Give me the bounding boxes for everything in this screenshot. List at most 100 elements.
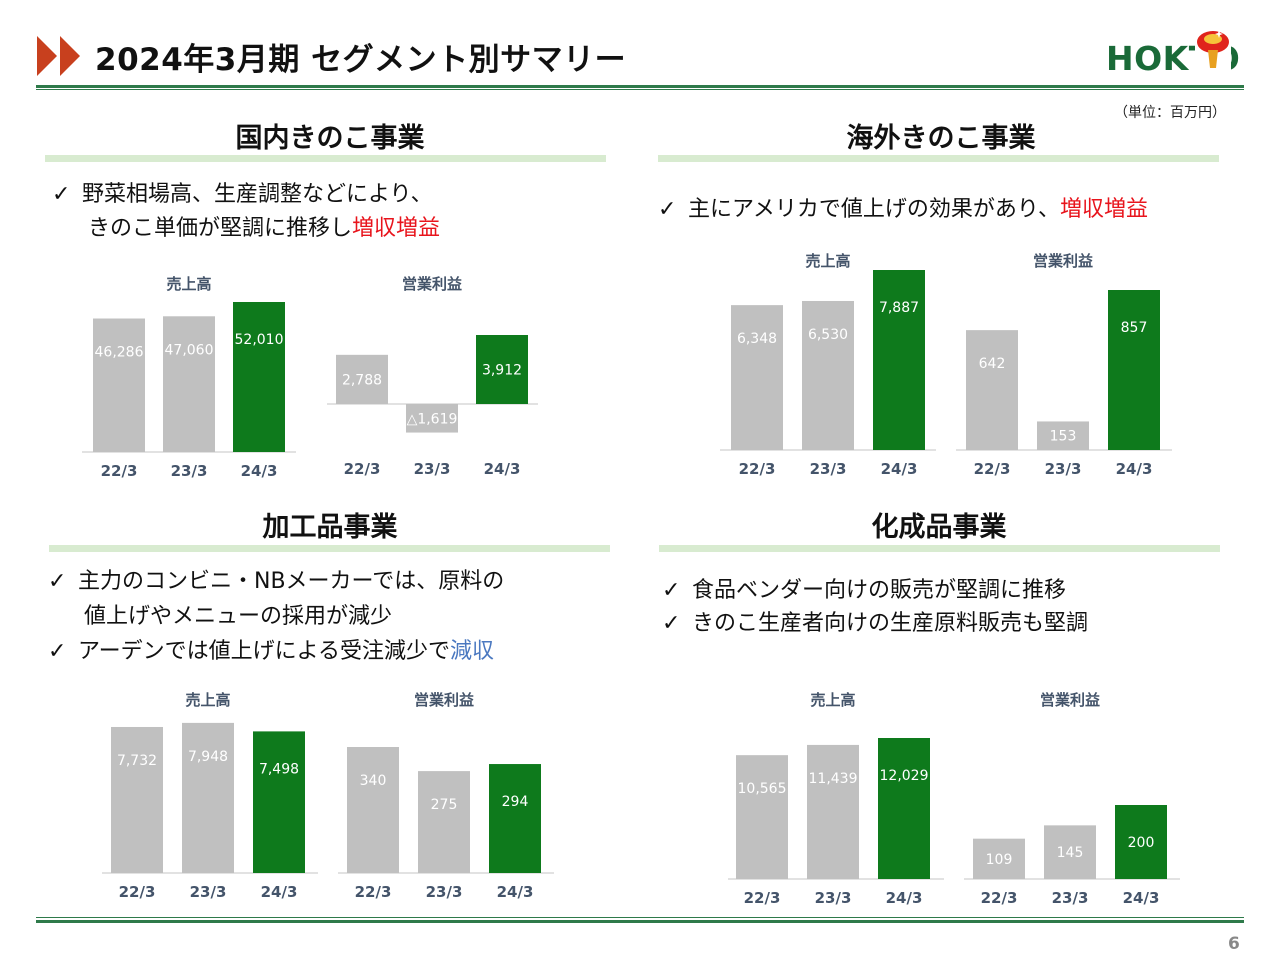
- highlight-text: 増収増益: [352, 216, 441, 241]
- bullet-chemical-2: ✓ きのこ生産者向けの生産原料販売も堅調: [662, 607, 1088, 640]
- check-icon: ✓: [48, 569, 67, 594]
- hokto-logo: HOKTO: [1102, 26, 1244, 78]
- bar-22-3: [973, 838, 1025, 879]
- data-label: 7,498: [259, 761, 299, 777]
- bar-24-3: [253, 731, 305, 873]
- bar-23-3: [163, 316, 215, 452]
- segment-divider: [45, 155, 606, 162]
- data-label: △1,619: [407, 411, 458, 427]
- bar-23-3: [1044, 825, 1096, 879]
- category-label: 23/3: [1052, 889, 1089, 907]
- bar-23-3: [418, 771, 470, 873]
- category-label: 23/3: [426, 883, 463, 901]
- segment-title-overseas: 海外きのこ事業: [846, 123, 1036, 154]
- category-label: 22/3: [119, 883, 156, 901]
- category-label: 23/3: [171, 462, 208, 480]
- chart-chemical-profit: 営業利益 109 22/3 145 23/3 200 24/3: [964, 691, 1180, 907]
- bullet-text: きのこ単価が堅調に推移し: [88, 216, 353, 241]
- data-label: 340: [360, 773, 387, 789]
- check-icon: ✓: [662, 611, 681, 636]
- data-label: 11,439: [809, 771, 858, 787]
- bar-23-3: [802, 300, 854, 450]
- segment-title-processed: 加工品事業: [262, 512, 398, 543]
- segment-title-chemical: 化成品事業: [871, 512, 1007, 543]
- category-label: 23/3: [1045, 460, 1082, 478]
- bullet-processed-2: 値上げやメニューの採用が減少: [48, 600, 392, 633]
- bar-24-3: [233, 302, 285, 452]
- chart-domestic-profit: 営業利益 2,788 22/3 △1,619 23/3 3,912 24/3: [327, 275, 538, 478]
- check-icon: ✓: [52, 182, 71, 207]
- data-label: 12,029: [880, 768, 929, 784]
- bullet-text: きのこ生産者向けの生産原料販売も堅調: [692, 611, 1089, 636]
- data-label: 10,565: [738, 781, 787, 797]
- bar-23-3: [182, 722, 234, 873]
- category-label: 22/3: [344, 460, 381, 478]
- category-label: 23/3: [810, 460, 847, 478]
- bullet-text: 主にアメリカで値上げの効果があり、: [688, 197, 1061, 222]
- category-label: 23/3: [414, 460, 451, 478]
- segment-divider: [49, 545, 610, 552]
- check-icon: ✓: [662, 578, 681, 603]
- bullet-text: 値上げやメニューの採用が減少: [84, 604, 393, 629]
- chart-overseas-sales: 売上高 6,348 22/3 6,530 23/3 7,887 24/3: [720, 252, 936, 478]
- bullet-text: 野菜相場高、生産調整などにより、: [82, 182, 433, 207]
- segment-title-domestic: 国内きのこ事業: [235, 123, 425, 154]
- data-label: 7,948: [188, 749, 228, 765]
- bar-22-3: [736, 755, 788, 879]
- bullet-text: アーデンでは値上げによる受注減少で: [78, 639, 451, 664]
- chart-processed-profit: 営業利益 340 22/3 275 23/3 294 24/3: [338, 691, 554, 901]
- mushroom-logo-icon: [1195, 28, 1231, 72]
- chart-title: 営業利益: [414, 691, 474, 709]
- data-label: 200: [1128, 835, 1155, 851]
- bar-24-3: [1108, 290, 1160, 450]
- bar-22-3: [347, 747, 399, 873]
- page-title: 2024年3月期 セグメント別サマリー: [95, 42, 627, 78]
- data-label: 3,912: [482, 363, 522, 379]
- footer-rule: [36, 920, 1244, 923]
- bar-22-3: [731, 305, 783, 450]
- page-number: 6: [1228, 934, 1240, 954]
- data-label: 857: [1121, 320, 1148, 336]
- data-label: 7,732: [117, 753, 157, 769]
- chart-title: 営業利益: [1033, 252, 1093, 270]
- chart-title: 営業利益: [402, 275, 462, 293]
- chart-chemical-sales: 売上高 10,565 22/3 11,439 23/3 12,029 24/3: [728, 691, 944, 907]
- data-label: 145: [1057, 845, 1084, 861]
- highlight-text: 減収: [450, 639, 495, 664]
- chart-processed-sales: 売上高 7,732 22/3 7,948 23/3 7,498 24/3: [102, 691, 318, 901]
- category-label: 22/3: [981, 889, 1018, 907]
- chart-title: 売上高: [185, 691, 230, 709]
- category-label: 23/3: [815, 889, 852, 907]
- segment-divider: [658, 155, 1219, 162]
- data-label: 46,286: [95, 345, 144, 361]
- bar-22-3: [966, 330, 1018, 450]
- highlight-text: 増収増益: [1060, 197, 1149, 222]
- category-label: 24/3: [497, 883, 534, 901]
- data-label: 642: [979, 356, 1006, 372]
- category-label: 24/3: [881, 460, 918, 478]
- chart-title: 売上高: [810, 691, 855, 709]
- category-label: 24/3: [484, 460, 521, 478]
- bullet-overseas-1: ✓ 主にアメリカで値上げの効果があり、増収増益: [658, 193, 1148, 226]
- data-label: 7,887: [879, 300, 919, 316]
- unit-note: （単位：百万円）: [1114, 105, 1226, 121]
- bar-24-3: [489, 764, 541, 873]
- bar-22-3: [93, 318, 145, 452]
- category-label: 24/3: [1116, 460, 1153, 478]
- check-icon: ✓: [658, 197, 677, 222]
- category-label: 22/3: [355, 883, 392, 901]
- category-label: 22/3: [739, 460, 776, 478]
- chevron-right-icon: [60, 36, 80, 76]
- bar-24-3: [476, 335, 528, 404]
- bar-24-3: [873, 270, 925, 450]
- bullet-chemical-1: ✓ 食品ベンダー向けの販売が堅調に推移: [662, 574, 1066, 607]
- data-label: 109: [986, 852, 1013, 868]
- chart-overseas-profit: 営業利益 642 22/3 153 23/3 857 24/3: [956, 252, 1172, 478]
- bullet-text: 主力のコンビニ・NBメーカーでは、原料の: [78, 569, 505, 594]
- bar-22-3: [336, 354, 388, 404]
- bar-22-3: [111, 726, 163, 873]
- header: 2024年3月期 セグメント別サマリー HOKTO: [0, 0, 1280, 95]
- chart-title: 売上高: [166, 275, 211, 293]
- bar-23-3: [1037, 421, 1089, 450]
- bullet-processed-1: ✓ 主力のコンビニ・NBメーカーでは、原料の: [48, 565, 504, 598]
